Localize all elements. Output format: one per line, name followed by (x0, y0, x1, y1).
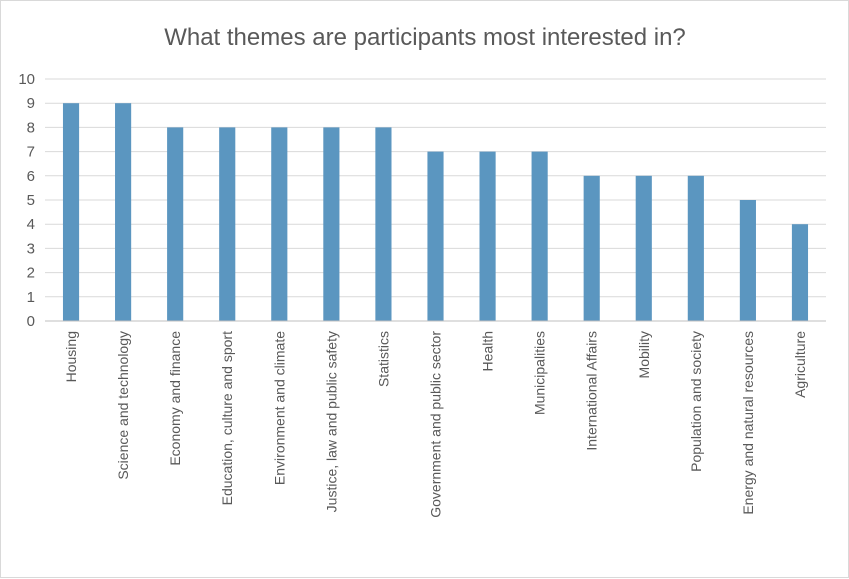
x-category-label: Government and public sector (428, 331, 444, 518)
bar (791, 224, 809, 321)
bar (271, 127, 288, 322)
x-category-label: Economy and finance (167, 331, 183, 466)
x-category-label: Population and society (688, 331, 704, 472)
y-tick-label: 4 (27, 216, 35, 233)
bar (427, 151, 444, 321)
y-tick-label: 7 (27, 144, 35, 161)
x-category-label: Science and technology (115, 331, 131, 480)
y-tick-label: 6 (27, 168, 35, 185)
y-tick-label: 2 (27, 265, 35, 282)
bar (62, 103, 80, 321)
y-tick-label: 1 (27, 289, 35, 306)
y-tick-label: 3 (27, 240, 35, 257)
x-category-label: International Affairs (584, 331, 600, 451)
y-tick-label: 9 (27, 95, 35, 112)
x-axis-category-labels: Housing Science and technology Economy and… (63, 331, 808, 518)
bar (739, 200, 756, 321)
x-category-label: Agriculture (792, 331, 808, 398)
bar (115, 103, 132, 321)
bar (167, 127, 184, 322)
bar (479, 151, 496, 321)
x-category-label: Health (480, 331, 496, 371)
x-category-label: Education, culture and sport (219, 331, 235, 505)
bar (635, 175, 652, 321)
y-tick-label: 8 (27, 119, 35, 136)
bar (219, 127, 236, 322)
bar (323, 127, 340, 322)
y-tick-label: 10 (18, 71, 35, 88)
y-tick-label: 5 (27, 192, 35, 209)
y-axis-ticks: 0 1 2 3 4 5 6 7 8 9 10 (18, 71, 35, 330)
x-category-label: Energy and natural resources (740, 331, 756, 515)
x-category-label: Statistics (375, 331, 391, 387)
x-category-label: Justice, law and public safety (323, 331, 339, 512)
bars (62, 103, 809, 322)
x-category-label: Environment and climate (271, 331, 287, 485)
bar (687, 175, 704, 321)
bar (583, 175, 600, 321)
x-category-label: Housing (63, 331, 79, 382)
x-category-label: Municipalities (532, 331, 548, 415)
x-category-label: Mobility (636, 331, 652, 378)
chart-title: What themes are participants most intere… (164, 24, 686, 51)
bar (531, 151, 548, 321)
bar (375, 127, 392, 322)
y-tick-label: 0 (27, 313, 35, 330)
